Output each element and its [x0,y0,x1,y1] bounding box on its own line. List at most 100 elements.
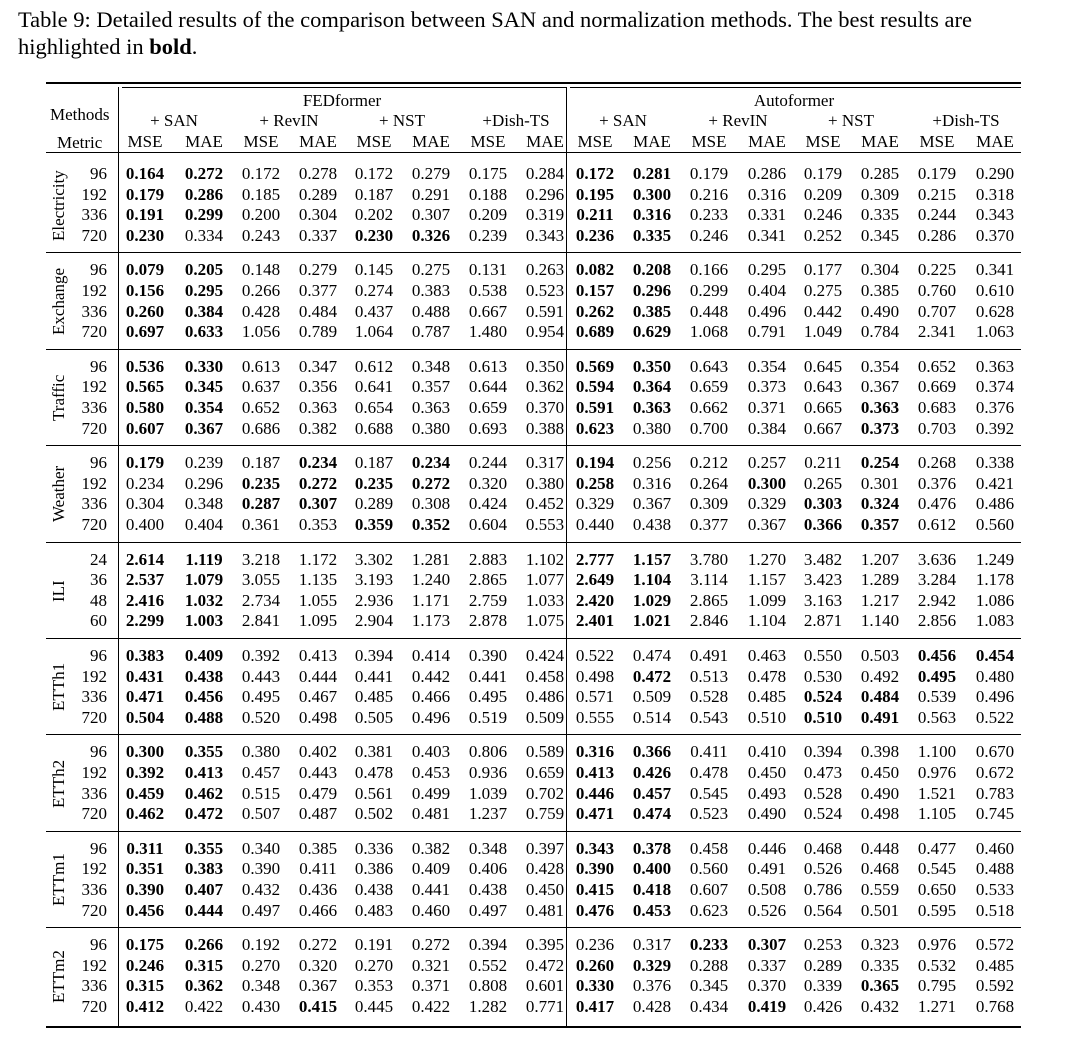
value-cell: 0.789 [298,322,338,342]
value-cell: 0.438 [468,879,508,899]
value-cell: 0.177 [803,260,843,280]
value-cell: 0.514 [632,707,672,727]
value-cell: 1.104 [632,570,672,590]
value-cell: 1.056 [241,322,281,342]
value-cell: 0.491 [689,646,729,665]
value-cell: 0.522 [575,646,615,665]
table-row: 192 0.351 0.383 0.390 0.411 0.386 0.409 0.406 0.… [46,859,1021,880]
value-cell: 3.780 [689,549,729,569]
value-cell: 2.865 [689,590,729,610]
value-cell: 0.188 [468,184,508,204]
value-cell: 0.308 [411,494,451,514]
value-cell: 0.707 [917,301,957,321]
value-cell: 0.179 [803,164,843,183]
value-cell: 0.471 [125,687,165,707]
value-cell: 0.412 [125,996,165,1016]
value-cell: 0.354 [860,356,900,376]
value-cell: 2.871 [803,611,843,631]
value-cell: 0.446 [575,783,615,803]
value-cell: 0.363 [411,397,451,417]
table-row: 336 0.471 0.456 0.495 0.467 0.485 0.466 0.495 0.… [46,687,1021,708]
value-cell: 0.185 [241,184,281,204]
value-cell: 0.528 [803,783,843,803]
value-cell: 0.545 [917,859,957,879]
value-cell: 0.367 [632,494,672,514]
value-cell: 0.496 [747,301,787,321]
value-cell: 0.490 [860,301,900,321]
value-cell: 0.290 [975,164,1015,183]
value-cell: 0.510 [803,707,843,727]
value-cell: 0.295 [184,280,224,300]
value-cell: 1.240 [411,570,451,590]
value-cell: 0.480 [975,666,1015,686]
value-cell: 0.760 [917,280,957,300]
value-cell: 0.363 [632,397,672,417]
value-cell: 0.363 [298,397,338,417]
value-cell: 1.172 [298,549,338,569]
value-cell: 0.300 [747,473,787,493]
value-cell: 0.453 [632,900,672,920]
value-cell: 0.422 [411,996,451,1016]
value-cell: 0.236 [575,225,615,245]
value-cell: 0.559 [860,879,900,899]
value-cell: 0.370 [975,225,1015,245]
value-cell: 2.401 [575,611,615,631]
value-cell: 1.079 [184,570,224,590]
value-cell: 0.350 [632,356,672,376]
value-cell: 0.478 [354,762,394,782]
group-separator [46,734,1021,736]
value-cell: 0.370 [747,976,787,996]
value-cell: 0.253 [803,935,843,955]
value-cell: 0.563 [917,707,957,727]
table-row: 720 0.607 0.367 0.686 0.382 0.688 0.380 0.693 0.… [46,419,1021,440]
horizon-cell: 96 [90,646,107,665]
value-cell: 0.419 [747,996,787,1016]
value-cell: 2.614 [125,549,165,569]
method-header: +Dish-TS [482,111,550,130]
value-cell: 0.301 [860,473,900,493]
value-cell: 0.524 [803,804,843,824]
results-table: Methods Metric FEDformer Autoformer + SA… [46,82,1021,1028]
value-cell: 0.215 [917,184,957,204]
value-cell: 0.628 [975,301,1015,321]
metric-header-cell: MAE [299,132,337,151]
value-cell: 0.270 [354,955,394,975]
metric-header-cell: MAE [185,132,223,151]
value-cell: 0.291 [411,184,451,204]
value-cell: 0.457 [632,783,672,803]
group-header-autoformer: Autoformer [753,91,835,110]
value-cell: 0.343 [525,225,565,245]
value-cell: 0.485 [354,687,394,707]
group-rule-fedformer [122,87,566,88]
dataset-group: ETTm1 96 0.311 0.355 0.340 0.385 0.336 0.382 0.3… [46,839,1021,921]
group-separator [46,927,1021,929]
value-cell: 0.426 [803,996,843,1016]
metric-header-cell: MSE [577,132,613,151]
value-cell: 0.431 [125,666,165,686]
value-cell: 0.390 [125,879,165,899]
table-row: 192 0.431 0.438 0.443 0.444 0.441 0.442 0.441 0.… [46,667,1021,688]
value-cell: 0.637 [241,377,281,397]
value-cell: 0.239 [468,225,508,245]
group-header-fedformer: FEDformer [302,91,382,110]
value-cell: 0.472 [525,955,565,975]
value-cell: 0.230 [354,225,394,245]
value-cell: 0.156 [125,280,165,300]
table-row: 192 0.179 0.286 0.185 0.289 0.187 0.291 0.188 0.… [46,185,1021,206]
value-cell: 0.384 [747,418,787,438]
value-cell: 0.560 [689,859,729,879]
value-cell: 2.865 [468,570,508,590]
value-cell: 0.415 [575,879,615,899]
value-cell: 0.645 [803,356,843,376]
value-cell: 0.318 [975,184,1015,204]
horizon-cell: 192 [81,762,108,782]
value-cell: 0.326 [411,225,451,245]
table-row: 336 0.580 0.354 0.652 0.363 0.654 0.363 0.659 0.… [46,398,1021,419]
value-cell: 1.207 [860,549,900,569]
value-cell: 0.459 [125,783,165,803]
value-cell: 0.348 [411,356,451,376]
header-rule [46,152,1021,153]
value-cell: 0.468 [860,859,900,879]
value-cell: 2.841 [241,611,281,631]
value-cell: 0.485 [747,687,787,707]
